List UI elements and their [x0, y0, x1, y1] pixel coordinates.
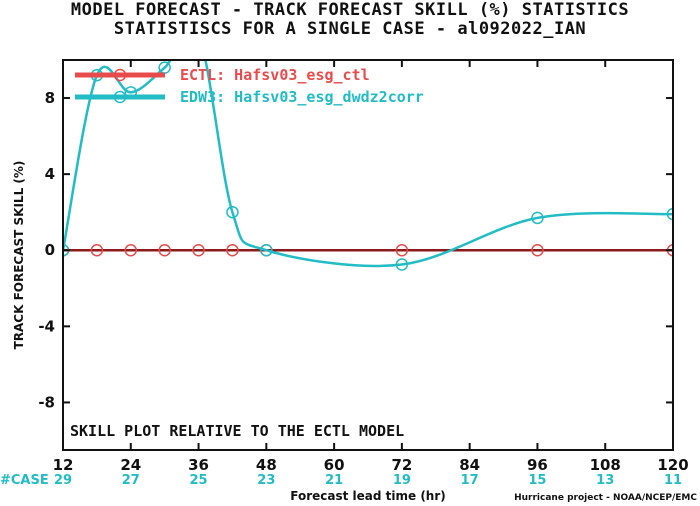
edw3-point	[193, 30, 204, 41]
x-axis-label: Forecast lead time (hr)	[290, 489, 446, 503]
case-count: 13	[596, 473, 614, 488]
ectl-point	[90, 243, 104, 257]
legend: ECTL: Hafsv03_esg_ctl EDW3: Hafsv03_esg_…	[75, 66, 424, 106]
credit-text: Hurricane project - NOAA/NCEP/EMC	[514, 493, 697, 503]
x-tick-label: 24	[120, 456, 141, 474]
y-tick-label: 0	[45, 241, 55, 259]
edw3-point	[226, 205, 239, 219]
case-count: 21	[325, 473, 343, 488]
legend-ectl-marker	[113, 68, 127, 82]
ectl-point	[192, 243, 205, 257]
ectl-point	[531, 243, 544, 257]
edw3-point	[666, 207, 673, 221]
case-count: 11	[664, 473, 682, 488]
x-tick-label: 120	[657, 456, 688, 474]
x-tick-label: 108	[590, 456, 621, 474]
ectl-point	[226, 243, 239, 257]
x-tick-label: 84	[459, 456, 480, 474]
edw3-point	[531, 211, 544, 225]
case-row-label: #CASE	[0, 473, 49, 488]
ectl-point	[124, 243, 138, 257]
case-count: 23	[257, 473, 275, 488]
edw3-line	[63, 60, 673, 268]
ectl-point	[158, 243, 171, 257]
x-tick-label: 12	[53, 456, 74, 474]
case-count: 19	[393, 473, 411, 488]
case-count: 29	[54, 473, 72, 488]
y-axis-label: TRACK FORECAST SKILL (%)	[12, 161, 26, 350]
x-tick-label: 96	[527, 456, 548, 474]
x-tick-label: 36	[188, 456, 209, 474]
legend-edw3-marker	[113, 90, 127, 104]
ectl-point	[395, 243, 409, 257]
x-tick-label: 72	[391, 456, 412, 474]
case-count: 17	[461, 473, 479, 488]
x-tick-label: 48	[256, 456, 277, 474]
skill-annotation: SKILL PLOT RELATIVE TO THE ECTL MODEL	[70, 422, 404, 440]
chart-title-line-1: MODEL FORECAST - TRACK FORECAST SKILL (%…	[70, 0, 630, 20]
y-tick-label: 8	[45, 89, 55, 107]
y-tick-label: 4	[45, 165, 55, 183]
legend-ectl-label: ECTL: Hafsv03_esg_ctl	[180, 66, 370, 84]
case-count: 27	[122, 473, 140, 488]
edw3-point	[395, 258, 409, 271]
plot-frame	[62, 59, 674, 451]
legend-edw3-label: EDW3: Hafsv03_esg_dwdz2corr	[180, 88, 424, 106]
case-count: 15	[528, 473, 546, 488]
case-count: 25	[190, 473, 208, 488]
chart-title-line-2: STATISTISCS FOR A SINGLE CASE - al092022…	[113, 19, 587, 39]
edw3-point	[260, 243, 273, 257]
x-tick-label: 60	[324, 456, 345, 474]
y-tick-label: -8	[38, 393, 55, 411]
y-tick-label: -4	[38, 317, 55, 335]
